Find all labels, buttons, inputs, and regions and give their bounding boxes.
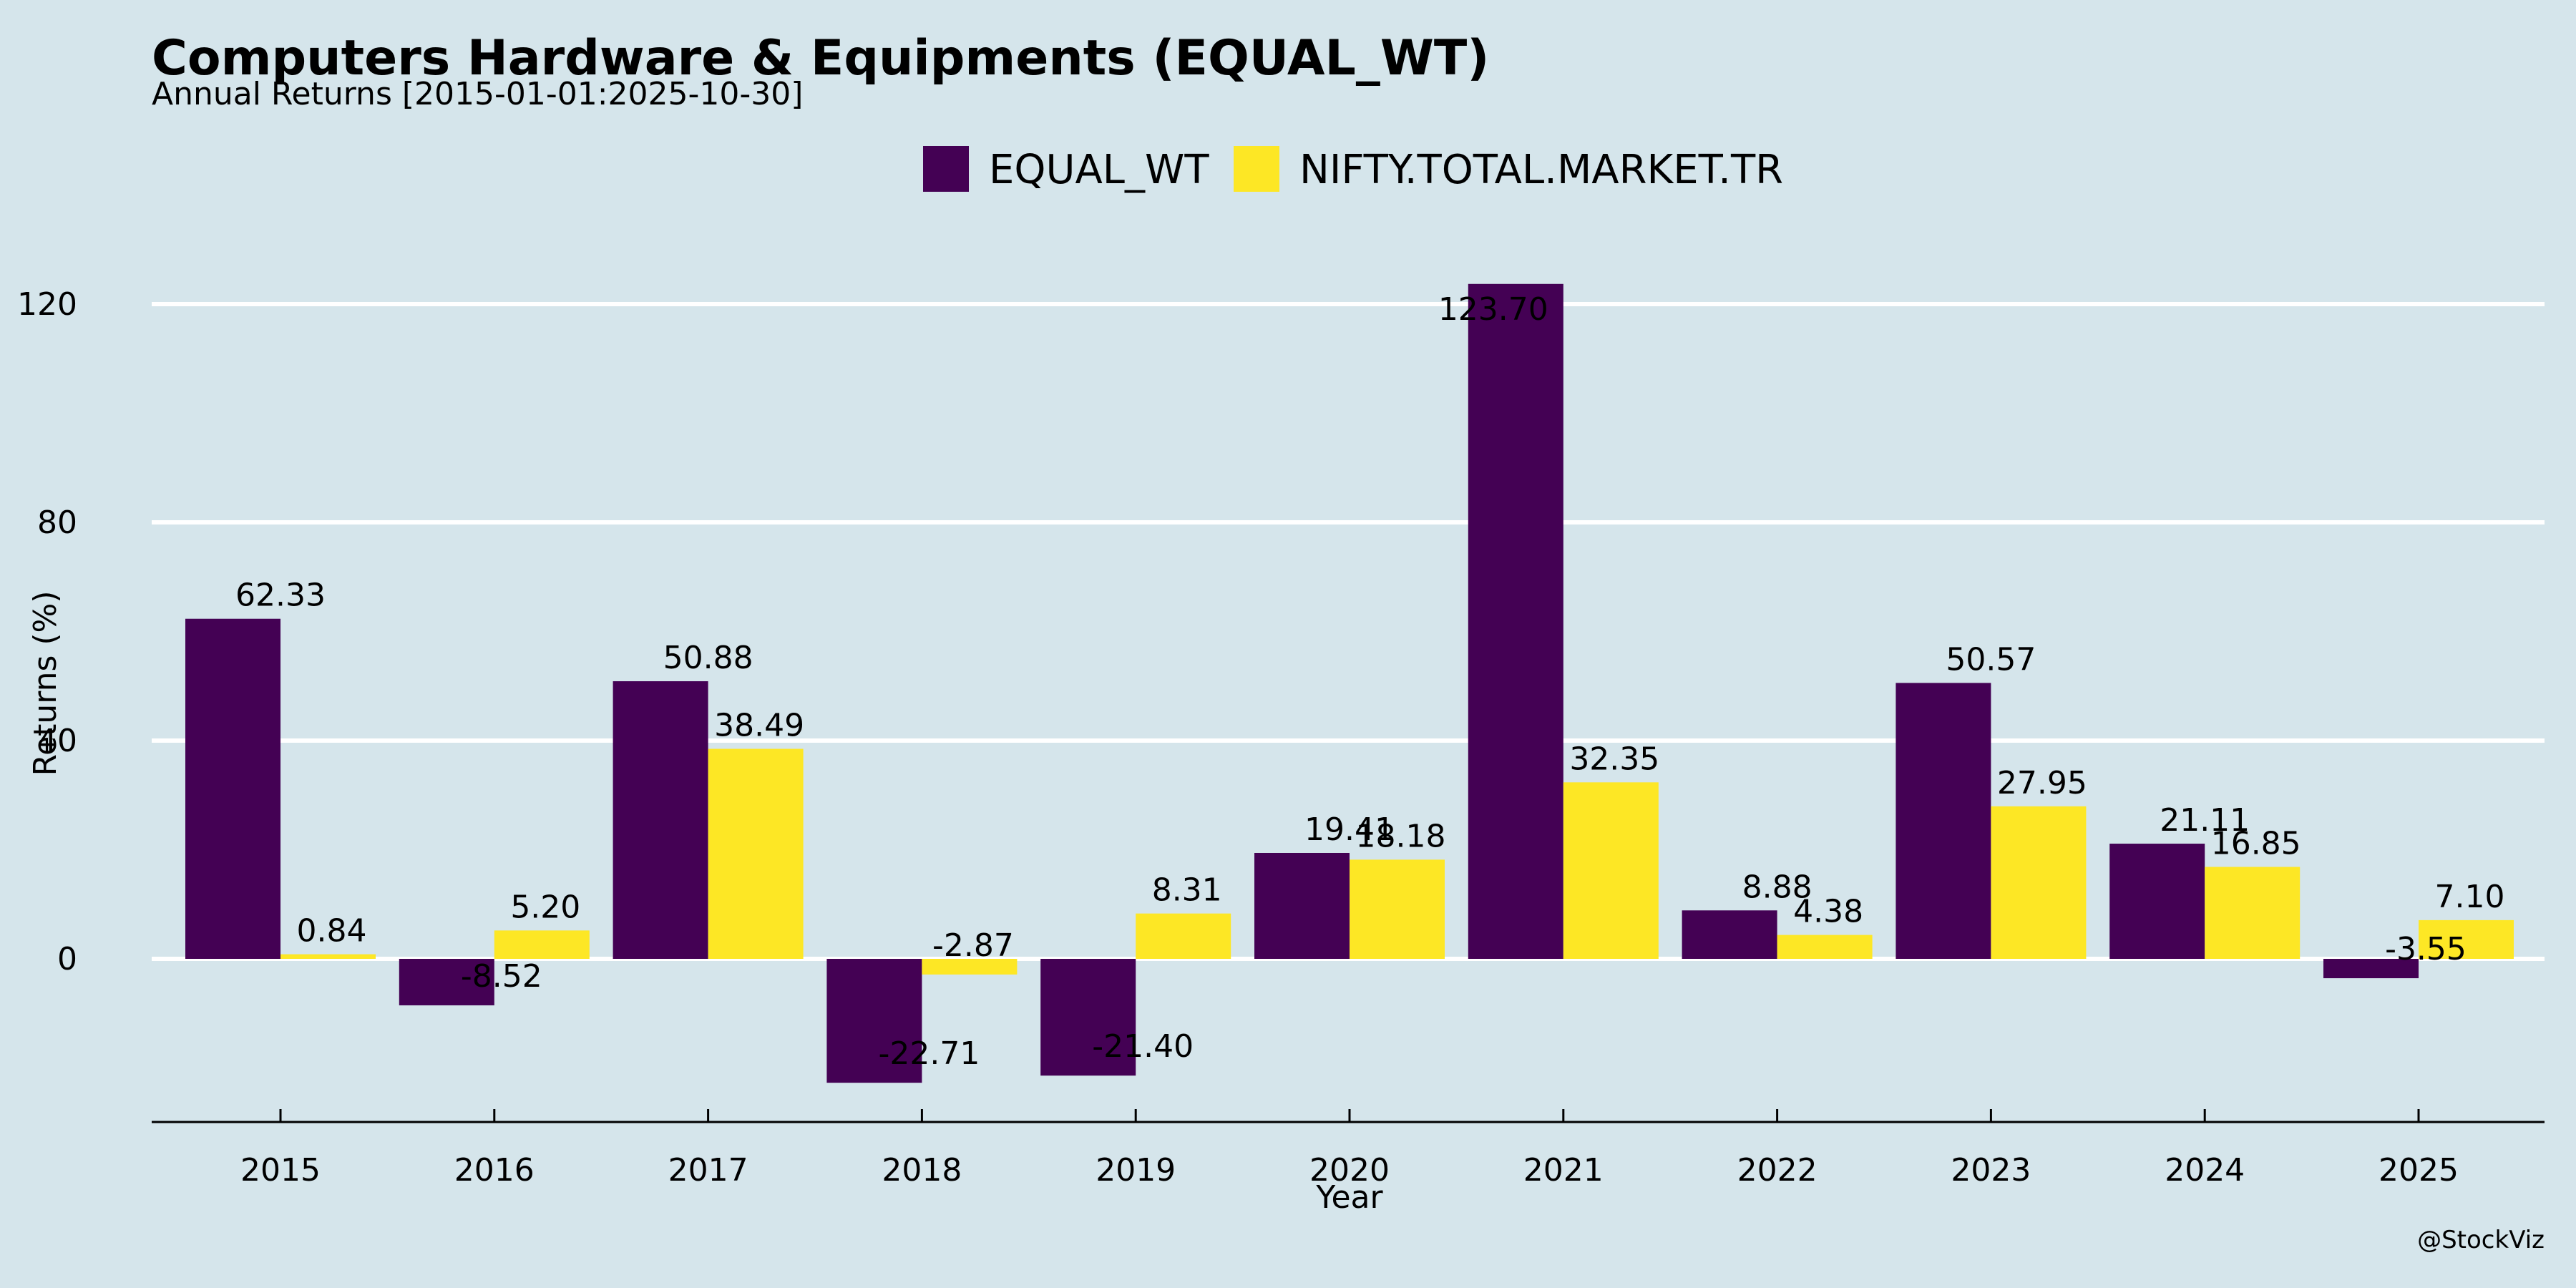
x-tick-label: 2018: [882, 1152, 962, 1189]
data-label: 21.11: [2160, 802, 2250, 839]
bar-equal-wt-2020: [1254, 852, 1350, 959]
y-axis-label: Returns (%): [27, 590, 64, 776]
data-label: 50.57: [1946, 641, 2036, 678]
data-label: 8.88: [1742, 869, 1813, 905]
bar-nifty-2024: [2205, 867, 2301, 959]
legend: EQUAL_WT NIFTY.TOTAL.MARKET.TR: [923, 146, 1783, 193]
y-tick-label: 0: [57, 941, 77, 977]
bar-equal-wt-2016: [399, 959, 494, 1005]
data-label: 8.31: [1152, 872, 1222, 909]
bar-equal-wt-2017: [613, 681, 708, 959]
bar-equal-wt-2021: [1468, 283, 1563, 960]
x-axis: 2015 2016 2017 2018 2019 2020 2021 2022 2023 2024…: [152, 1109, 2545, 1189]
data-label: -2.87: [932, 927, 1014, 964]
bar-equal-wt-2025: [2323, 959, 2419, 979]
x-tick-label: 2019: [1096, 1152, 1176, 1189]
caption-watermark: @StockViz: [2417, 1226, 2545, 1254]
bar-nifty-2017: [708, 748, 804, 959]
bar-nifty-2023: [1991, 806, 2087, 959]
bar-nifty-2018: [922, 959, 1018, 975]
bar-equal-wt-2018: [826, 959, 922, 1083]
bars: [185, 283, 2514, 1083]
y-tick-label: 80: [37, 504, 77, 541]
bar-equal-wt-2022: [1682, 910, 1777, 959]
legend-swatch: [1234, 146, 1279, 192]
bar-nifty-2020: [1350, 859, 1445, 959]
x-tick-label: 2022: [1737, 1152, 1818, 1189]
x-tick-label: 2020: [1309, 1152, 1390, 1189]
y-tick-label: 40: [37, 723, 77, 759]
y-tick-label: 120: [17, 286, 77, 323]
x-tick-label: 2021: [1523, 1152, 1604, 1189]
legend-label: EQUAL_WT: [989, 147, 1209, 193]
x-tick-label: 2016: [454, 1152, 535, 1189]
data-label: -22.71: [878, 1035, 980, 1072]
x-tick-label: 2025: [2379, 1152, 2459, 1189]
data-label: 0.84: [297, 913, 367, 950]
data-label: -3.55: [2385, 931, 2467, 967]
bar-nifty-2016: [494, 930, 590, 959]
bar-nifty-2021: [1563, 782, 1659, 959]
data-label: 32.35: [1569, 741, 1659, 777]
bar-nifty-2022: [1777, 935, 1873, 959]
x-tick-label: 2017: [668, 1152, 748, 1189]
chart-title: Computers Hardware & Equipments (EQUAL_W…: [152, 30, 1489, 87]
legend-swatch: [923, 146, 969, 192]
data-label: 62.33: [235, 577, 326, 614]
legend-label: NIFTY.TOTAL.MARKET.TR: [1299, 147, 1783, 193]
bar-nifty-2015: [280, 954, 376, 959]
data-label: 4.38: [1793, 894, 1863, 930]
data-label: -21.40: [1092, 1028, 1194, 1065]
data-label: 5.20: [510, 889, 580, 925]
bar-equal-wt-2015: [185, 618, 280, 959]
data-label: 18.18: [1356, 818, 1446, 854]
data-label: 27.95: [1997, 765, 2087, 801]
data-label: 19.41: [1304, 811, 1395, 848]
data-label: -8.52: [461, 958, 542, 995]
data-label: 7.10: [2435, 879, 2505, 915]
x-tick-label: 2024: [2165, 1152, 2245, 1189]
data-labels: 62.33 0.84 -8.52 5.20 50.88 38.49 -22.71 -2.87 -…: [235, 291, 2504, 1072]
bar-nifty-2019: [1136, 913, 1231, 959]
data-label: 50.88: [663, 640, 753, 676]
bar-equal-wt-2023: [1896, 683, 1991, 959]
data-label: 123.70: [1438, 291, 1548, 328]
bar-equal-wt-2019: [1040, 959, 1136, 1076]
bar-nifty-2025: [2419, 919, 2514, 959]
x-axis-label: Year: [1315, 1179, 1383, 1216]
x-tick-label: 2015: [240, 1152, 321, 1189]
bar-equal-wt-2024: [2109, 844, 2205, 959]
y-axis: 0 40 80 120: [17, 286, 77, 977]
data-label: 16.85: [2211, 826, 2301, 862]
data-label: 38.49: [714, 708, 804, 744]
x-tick-label: 2023: [1951, 1152, 2031, 1189]
chart-subtitle: Annual Returns [2015-01-01:2025-10-30]: [152, 76, 803, 112]
